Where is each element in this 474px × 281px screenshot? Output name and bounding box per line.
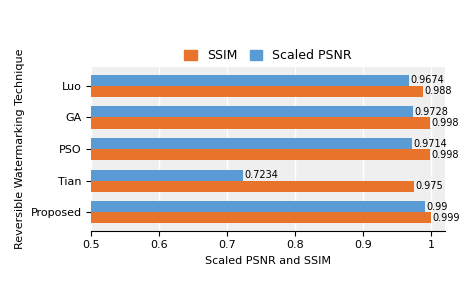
Bar: [0, 75, 409, 86]
Text: 0.9714: 0.9714: [413, 139, 447, 149]
Bar: [0, 212, 431, 223]
Bar: [0, 169, 243, 181]
Text: 0.7234: 0.7234: [245, 170, 279, 180]
Text: 0.998: 0.998: [431, 118, 459, 128]
Text: 0.975: 0.975: [416, 181, 444, 191]
Legend: SSIM, Scaled PSNR: SSIM, Scaled PSNR: [180, 44, 357, 67]
Bar: [0, 138, 412, 149]
Bar: [0, 201, 425, 212]
Bar: [0, 181, 414, 192]
Text: 0.998: 0.998: [431, 149, 459, 160]
Text: 0.999: 0.999: [432, 213, 459, 223]
Bar: [0, 117, 430, 128]
Text: 0.9674: 0.9674: [410, 75, 444, 85]
Text: 0.988: 0.988: [425, 86, 452, 96]
Y-axis label: Reversible Watermarking Technique: Reversible Watermarking Technique: [15, 49, 25, 249]
Text: 0.99: 0.99: [426, 202, 447, 212]
X-axis label: Scaled PSNR and SSIM: Scaled PSNR and SSIM: [205, 256, 331, 266]
Bar: [0, 149, 430, 160]
Bar: [0, 86, 423, 97]
Bar: [0, 106, 413, 117]
Text: 0.9728: 0.9728: [414, 107, 448, 117]
